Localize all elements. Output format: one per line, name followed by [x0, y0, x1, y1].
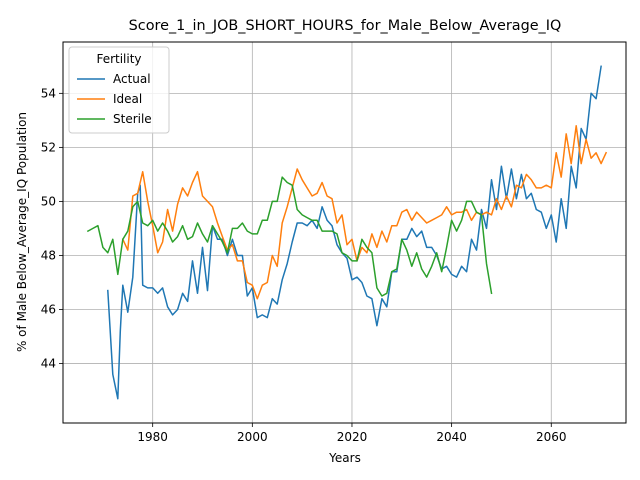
series-line-actual	[107, 65, 602, 400]
plot-frame	[62, 41, 627, 424]
y-tick-label: 50	[41, 194, 56, 208]
x-tick-label: 2060	[536, 430, 567, 444]
chart-title: Score_1_in_JOB_SHORT_HOURS_for_Male_Belo…	[129, 18, 562, 34]
legend: Fertility Actual Ideal Sterile	[68, 46, 170, 134]
series-line-ideal	[121, 125, 608, 300]
y-tick-label: 52	[41, 140, 56, 154]
y-tick-label: 46	[41, 303, 56, 317]
y-tick-label: 54	[41, 86, 56, 100]
legend-label-actual: Actual	[113, 72, 151, 86]
y-axis-ticks: 44 46 48 50 52 54	[41, 86, 63, 371]
x-tick-label: 2000	[237, 430, 268, 444]
y-tick-label: 44	[41, 357, 56, 371]
legend-label-sterile: Sterile	[113, 112, 152, 126]
x-axis-ticks: 1980 2000 2020 2040 2060	[137, 423, 567, 444]
x-tick-label: 1980	[137, 430, 168, 444]
x-tick-label: 2020	[337, 430, 368, 444]
y-axis-label: % of Male Below_Average_IQ Population	[15, 112, 29, 352]
y-tick-label: 48	[41, 248, 56, 262]
grid-lines	[63, 42, 626, 423]
x-axis-label: Years	[328, 451, 361, 465]
legend-label-ideal: Ideal	[113, 92, 142, 106]
series-line-sterile	[86, 176, 493, 297]
x-tick-label: 2040	[436, 430, 467, 444]
legend-box	[68, 46, 170, 134]
series-layer	[86, 65, 608, 400]
legend-title: Fertility	[96, 52, 141, 66]
